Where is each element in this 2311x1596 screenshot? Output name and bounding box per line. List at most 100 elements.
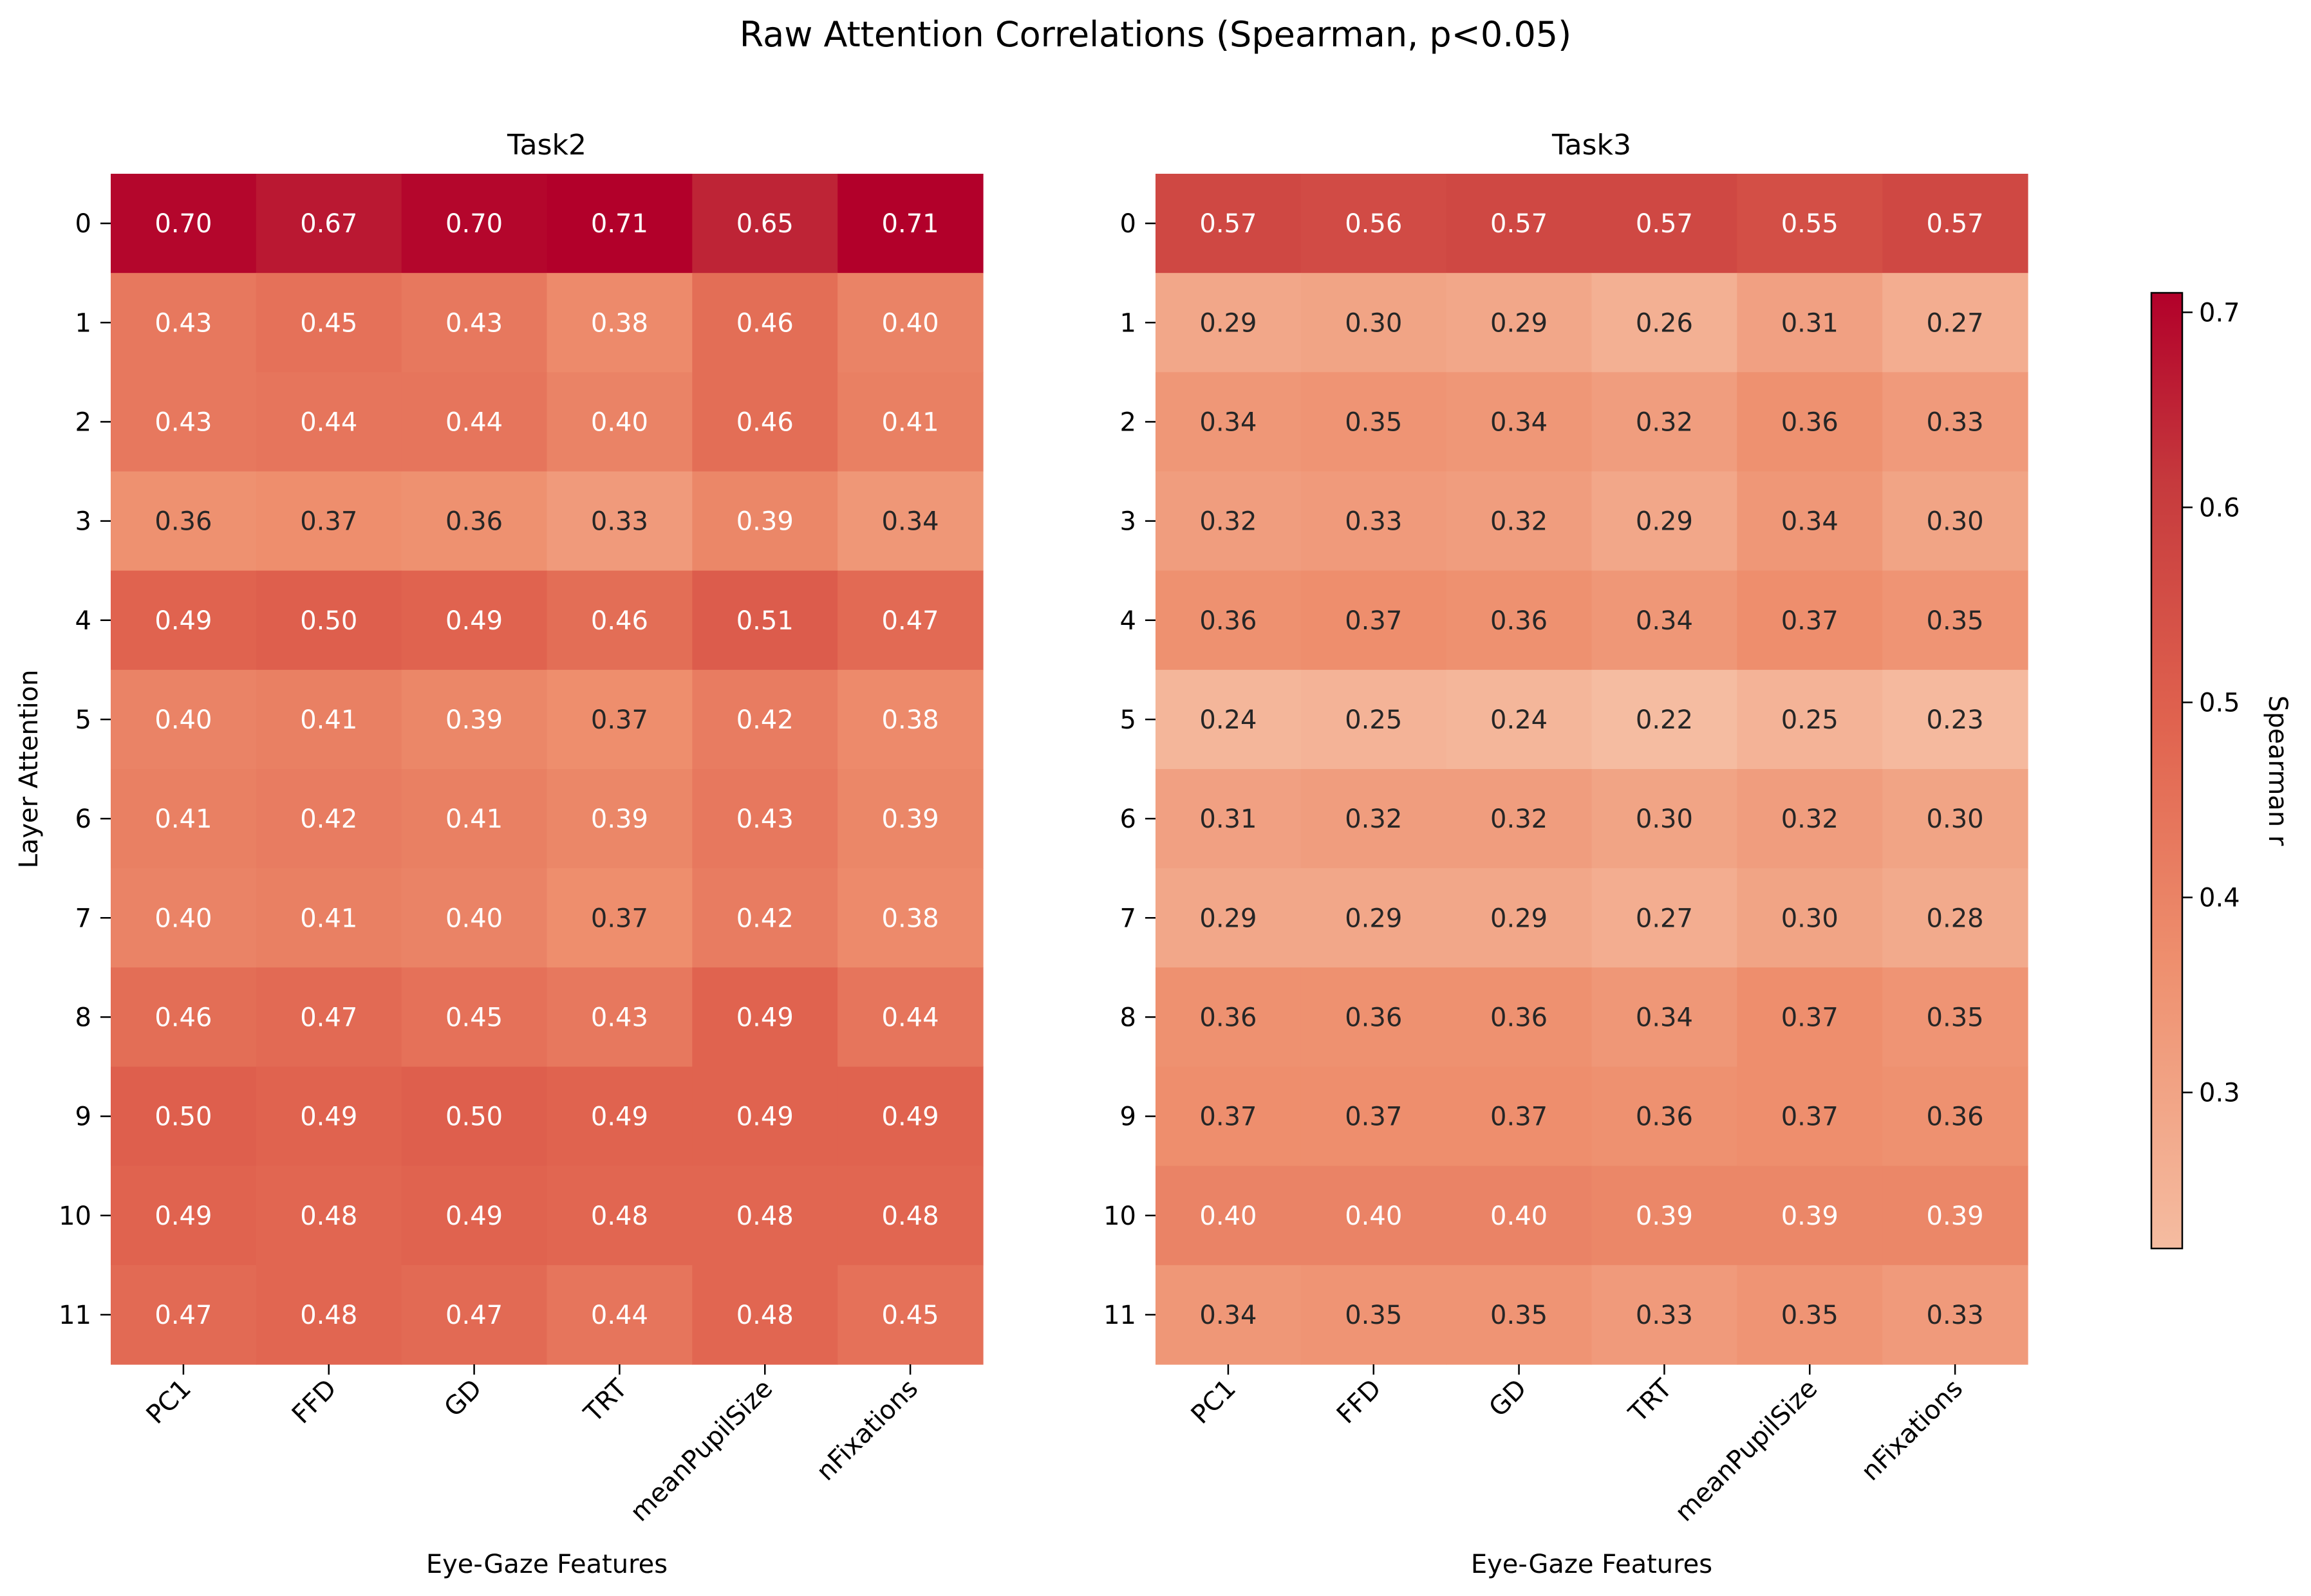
y-tick-label: 11 xyxy=(1103,1301,1136,1330)
cell-value-label: 0.57 xyxy=(1927,209,1984,239)
cell-value-label: 0.40 xyxy=(154,705,212,735)
heatmap-cell xyxy=(1737,174,1883,274)
x-tick-label: PC1 xyxy=(141,1374,197,1430)
heatmap-cell xyxy=(837,174,984,274)
y-tick-label: 4 xyxy=(1120,606,1136,636)
cell-value-label: 0.29 xyxy=(1199,308,1257,338)
heatmap-cell xyxy=(837,769,984,869)
heatmap-cell xyxy=(111,174,257,274)
heatmap-cell xyxy=(692,868,838,968)
cell-value-label: 0.30 xyxy=(1781,904,1839,933)
heatmap-cell xyxy=(1737,1165,1883,1266)
heatmap-cell xyxy=(692,669,838,770)
y-tick-label: 11 xyxy=(59,1301,91,1330)
heatmap-cell xyxy=(1737,273,1883,373)
y-tick-label: 3 xyxy=(75,507,91,537)
heatmap-cell xyxy=(1591,769,1737,869)
cell-value-label: 0.49 xyxy=(736,1003,794,1032)
cell-value-label: 0.36 xyxy=(1490,606,1548,636)
heatmap-cell xyxy=(1882,1265,2028,1365)
heatmap-cell xyxy=(1156,471,1302,571)
colorbar-tick-label: 0.3 xyxy=(2199,1079,2240,1108)
cell-value-label: 0.33 xyxy=(1927,1301,1984,1330)
cell-value-label: 0.43 xyxy=(736,804,794,834)
y-tick-label: 3 xyxy=(1120,507,1136,537)
cell-value-label: 0.45 xyxy=(300,308,357,338)
y-tick-label: 0 xyxy=(75,209,91,239)
x-tick-label: TRT xyxy=(1623,1373,1678,1429)
heatmap-cell xyxy=(1300,967,1447,1068)
heatmap-cell xyxy=(1737,1265,1883,1365)
heatmap-cell xyxy=(111,669,257,770)
heatmap-cell xyxy=(692,174,838,274)
cell-value-label: 0.37 xyxy=(1781,606,1839,636)
heatmap-cell xyxy=(1156,868,1302,968)
heatmap-cell xyxy=(1591,570,1737,671)
y-tick-label: 2 xyxy=(75,407,91,437)
cell-value-label: 0.35 xyxy=(1927,1003,1984,1032)
heatmap-cell xyxy=(1156,1066,1302,1167)
cell-value-label: 0.34 xyxy=(1636,1003,1693,1032)
colorbar-label: Spearman r xyxy=(2263,696,2292,846)
heatmap-cell xyxy=(837,471,984,571)
cell-value-label: 0.70 xyxy=(445,209,503,239)
cell-value-label: 0.27 xyxy=(1636,904,1693,933)
cell-value-label: 0.31 xyxy=(1781,308,1839,338)
heatmap-cell xyxy=(1882,769,2028,869)
cell-value-label: 0.44 xyxy=(591,1301,648,1330)
cell-value-label: 0.48 xyxy=(736,1202,794,1231)
heatmap-cell xyxy=(401,1165,548,1266)
heatmap-cell xyxy=(692,1265,838,1365)
cell-value-label: 0.37 xyxy=(1490,1102,1548,1132)
cell-value-label: 0.33 xyxy=(1345,507,1402,537)
heatmap-cell xyxy=(1882,1165,2028,1266)
cell-value-label: 0.49 xyxy=(591,1102,648,1132)
heatmap-cell xyxy=(1446,372,1593,472)
cell-value-label: 0.49 xyxy=(154,606,212,636)
cell-value-label: 0.37 xyxy=(591,705,648,735)
cell-value-label: 0.39 xyxy=(736,507,794,537)
y-tick-label: 9 xyxy=(75,1102,91,1132)
heatmap-cell xyxy=(256,1066,402,1167)
cell-value-label: 0.49 xyxy=(445,606,503,636)
cell-value-label: 0.32 xyxy=(1345,804,1402,834)
heatmap-cell xyxy=(111,273,257,373)
cell-value-label: 0.32 xyxy=(1199,507,1257,537)
heatmap-cell xyxy=(111,1165,257,1266)
heatmap-cell xyxy=(1591,471,1737,571)
y-axis-label: Layer Attention xyxy=(14,670,44,869)
heatmap-cell xyxy=(1300,868,1447,968)
heatmap-cell xyxy=(547,967,693,1068)
heatmap-cell xyxy=(256,372,402,472)
colorbar-tick-label: 0.6 xyxy=(2199,493,2240,523)
heatmap-cell xyxy=(1446,769,1593,869)
x-tick-label: FFD xyxy=(286,1374,342,1430)
heatmap-cell xyxy=(1300,1265,1447,1365)
cell-value-label: 0.39 xyxy=(591,804,648,834)
cell-value-label: 0.48 xyxy=(300,1202,357,1231)
y-tick-label: 7 xyxy=(75,904,91,933)
heatmap-cell xyxy=(1156,1165,1302,1266)
heatmap-cell xyxy=(692,967,838,1068)
cell-value-label: 0.47 xyxy=(154,1301,212,1330)
cell-value-label: 0.42 xyxy=(736,904,794,933)
heatmap-cell xyxy=(1446,669,1593,770)
cell-value-label: 0.48 xyxy=(300,1301,357,1330)
heatmap-cell xyxy=(1882,570,2028,671)
colorbar-tick-label: 0.4 xyxy=(2199,883,2240,913)
cell-value-label: 0.39 xyxy=(1927,1202,1984,1231)
heatmap-cell xyxy=(1156,967,1302,1068)
cell-value-label: 0.41 xyxy=(445,804,503,834)
cell-value-label: 0.49 xyxy=(154,1202,212,1231)
heatmap-cell xyxy=(256,471,402,571)
heatmap-cell xyxy=(1737,669,1883,770)
heatmap-cell xyxy=(1156,769,1302,869)
x-axis-label: Eye-Gaze Features xyxy=(1471,1550,1712,1579)
heatmap-cell xyxy=(1882,471,2028,571)
heatmap-cell xyxy=(1156,372,1302,472)
heatmap-cell xyxy=(1300,372,1447,472)
figure-title: Raw Attention Correlations (Spearman, p<… xyxy=(740,14,1571,55)
cell-value-label: 0.36 xyxy=(154,507,212,537)
cell-value-label: 0.43 xyxy=(591,1003,648,1032)
heatmap-cell xyxy=(1156,570,1302,671)
